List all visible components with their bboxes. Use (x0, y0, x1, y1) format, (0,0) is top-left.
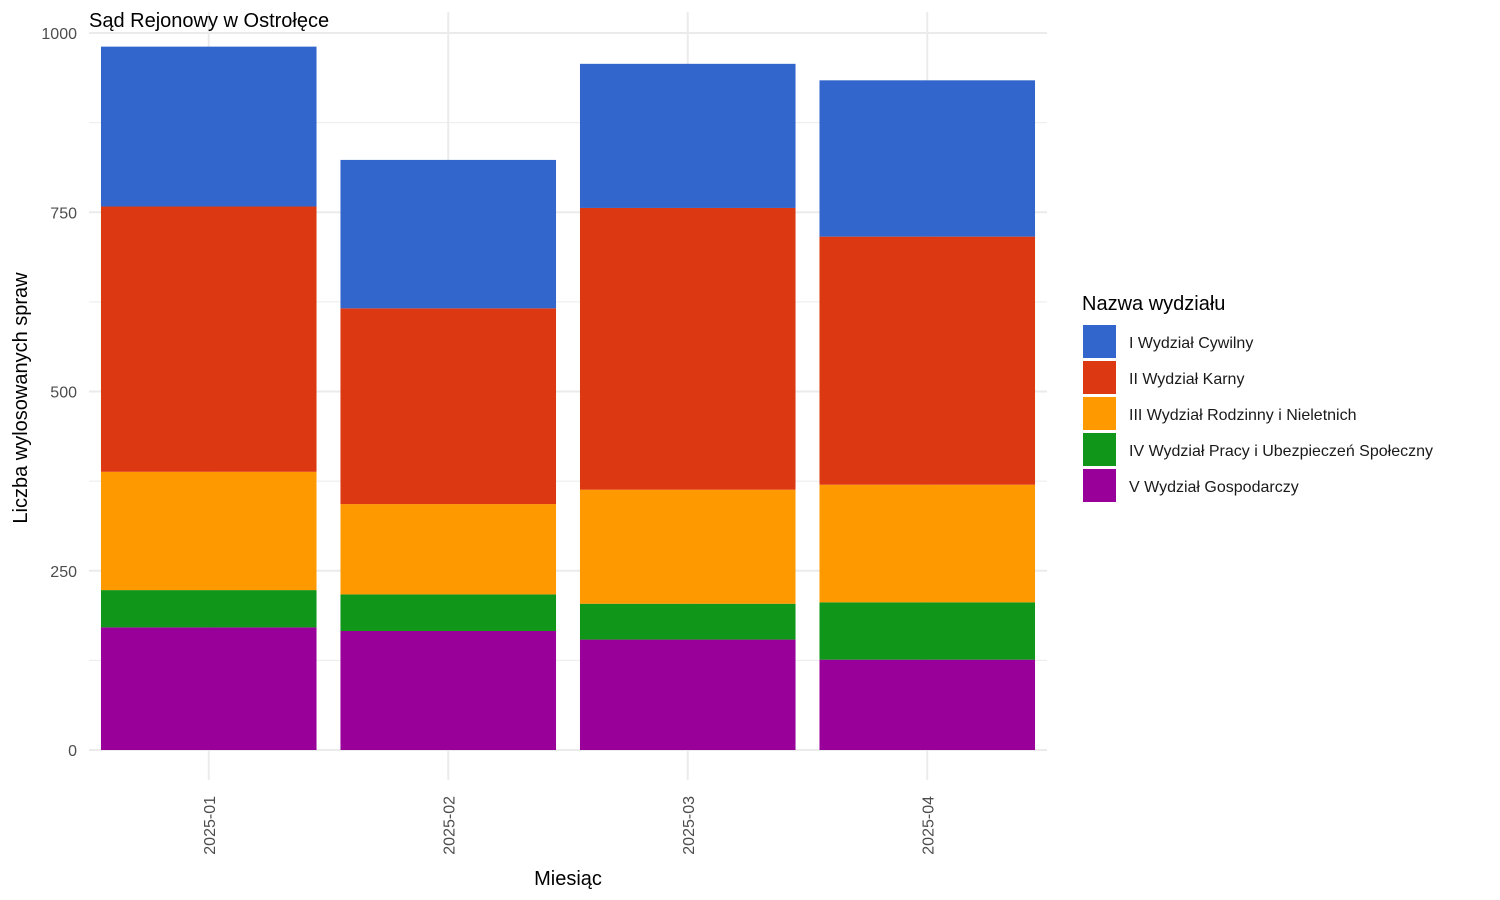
legend-label: V Wydział Gospodarczy (1129, 479, 1299, 496)
chart-title: Sąd Rejonowy w Ostrołęce (89, 10, 329, 32)
y-axis-title: Liczba wylosowanych spraw (10, 272, 32, 524)
bar-segment (579, 639, 796, 750)
bar-segment (100, 471, 317, 591)
bar-segment (340, 504, 557, 595)
bar-segment (579, 63, 796, 208)
x-tick-label: 2025-04 (920, 796, 937, 855)
legend-label: IV Wydział Pracy i Ubezpieczeń Społeczny (1129, 443, 1433, 460)
bar-segment (579, 489, 796, 604)
bar-segment (100, 206, 317, 472)
y-tick-label: 1000 (41, 26, 77, 43)
y-tick-label: 750 (50, 205, 77, 222)
bars-layer (100, 46, 1036, 750)
bar-segment (819, 659, 1036, 750)
bar-segment (340, 308, 557, 505)
bar-segment (100, 46, 317, 207)
x-axis-title: Miesiąc (534, 868, 602, 890)
y-tick-label: 0 (68, 743, 77, 760)
bar-segment (100, 627, 317, 750)
y-tick-label: 500 (50, 385, 77, 402)
legend-swatch (1083, 325, 1116, 358)
bar-segment (819, 80, 1036, 237)
bar-segment (579, 207, 796, 490)
legend-swatch (1083, 361, 1116, 394)
legend-label: I Wydział Cywilny (1129, 335, 1253, 352)
bar-segment (819, 602, 1036, 660)
bar-segment (340, 594, 557, 631)
legend-swatch (1083, 433, 1116, 466)
x-tick-label: 2025-01 (202, 796, 219, 855)
legend-label: II Wydział Karny (1129, 371, 1244, 388)
x-tick-label: 2025-02 (441, 796, 458, 855)
legend: Nazwa wydziału I Wydział Cywilny II Wydzi… (1082, 293, 1433, 502)
y-tick-label: 250 (50, 564, 77, 581)
bar-segment (100, 590, 317, 628)
bar-segment (579, 603, 796, 640)
legend-label: III Wydział Rodzinny i Nieletnich (1129, 407, 1357, 424)
bar-segment (819, 484, 1036, 603)
bar-segment (340, 159, 557, 309)
legend-swatch (1083, 469, 1116, 502)
x-tick-label: 2025-03 (681, 796, 698, 855)
legend-title: Nazwa wydziału (1082, 293, 1225, 315)
bar-segment (819, 236, 1036, 485)
legend-swatch (1083, 397, 1116, 430)
x-axis-ticks: 2025-01 2025-02 2025-03 2025-04 (202, 796, 938, 855)
bar-segment (340, 630, 557, 750)
y-axis-ticks: 0 250 500 750 1000 (41, 26, 77, 760)
